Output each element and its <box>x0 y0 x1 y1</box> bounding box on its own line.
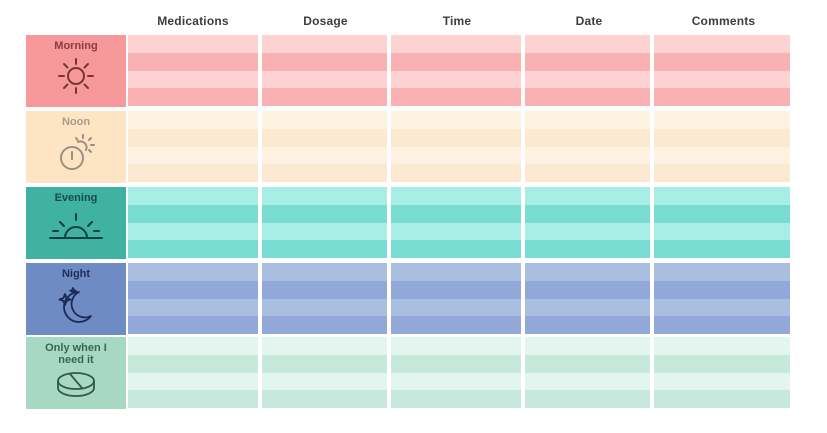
column-divider <box>521 187 525 258</box>
column-divider <box>521 35 525 106</box>
pill-icon <box>57 372 95 397</box>
column-divider <box>650 187 654 258</box>
row-label-text: Only when I need it <box>45 342 107 366</box>
write-line[interactable] <box>128 222 790 241</box>
column-divider <box>387 337 391 408</box>
column-divider <box>258 337 262 408</box>
write-line[interactable] <box>128 35 790 53</box>
write-line[interactable] <box>128 390 790 408</box>
row-label-text: Noon <box>61 116 91 128</box>
column-divider <box>387 111 391 182</box>
write-line[interactable] <box>128 316 790 334</box>
column-divider <box>258 35 262 106</box>
column-divider <box>258 111 262 182</box>
column-header-time: Time <box>442 14 472 28</box>
column-header-dosage: Dosage <box>303 14 348 28</box>
column-divider <box>650 263 654 334</box>
moon-stars-icon <box>58 287 92 323</box>
row-label-evening: Evening <box>26 187 126 259</box>
write-line[interactable] <box>128 337 790 355</box>
write-line[interactable] <box>128 164 790 182</box>
column-header-medications: Medications <box>157 14 229 28</box>
row-label-text: Night <box>61 268 91 280</box>
write-line[interactable] <box>128 88 790 106</box>
row-label-text: Evening <box>54 192 98 204</box>
column-divider <box>258 187 262 258</box>
column-divider <box>650 337 654 408</box>
write-line[interactable] <box>128 240 790 258</box>
write-line[interactable] <box>128 372 790 391</box>
column-divider <box>258 263 262 334</box>
row-label-text: Morning <box>54 40 98 52</box>
grid-block-night <box>128 263 790 334</box>
sun-icon <box>58 58 94 94</box>
column-header-comments: Comments <box>691 14 756 28</box>
column-divider <box>387 263 391 334</box>
column-divider <box>650 111 654 182</box>
write-line[interactable] <box>128 187 790 205</box>
write-line[interactable] <box>128 298 790 317</box>
column-divider <box>650 35 654 106</box>
column-divider <box>521 263 525 334</box>
grid-block-evening <box>128 187 790 258</box>
row-label-noon: Noon <box>26 111 126 183</box>
grid-block-morning <box>128 35 790 106</box>
row-label-as-needed: Only when I need it <box>26 337 126 409</box>
column-divider <box>521 337 525 408</box>
write-line[interactable] <box>128 111 790 129</box>
column-divider <box>387 35 391 106</box>
column-divider <box>521 111 525 182</box>
column-divider <box>387 187 391 258</box>
grid-block-as-needed <box>128 337 790 408</box>
row-label-night: Night <box>26 263 126 335</box>
write-line[interactable] <box>128 70 790 89</box>
write-line[interactable] <box>128 204 790 223</box>
sunset-icon <box>49 213 103 239</box>
grid-block-noon <box>128 111 790 182</box>
row-label-morning: Morning <box>26 35 126 107</box>
write-line[interactable] <box>128 354 790 373</box>
write-line[interactable] <box>128 146 790 165</box>
clock-sun-icon <box>60 134 95 170</box>
write-line[interactable] <box>128 263 790 281</box>
column-header-date: Date <box>575 14 603 28</box>
write-line[interactable] <box>128 128 790 147</box>
write-line[interactable] <box>128 52 790 71</box>
write-line[interactable] <box>128 280 790 299</box>
